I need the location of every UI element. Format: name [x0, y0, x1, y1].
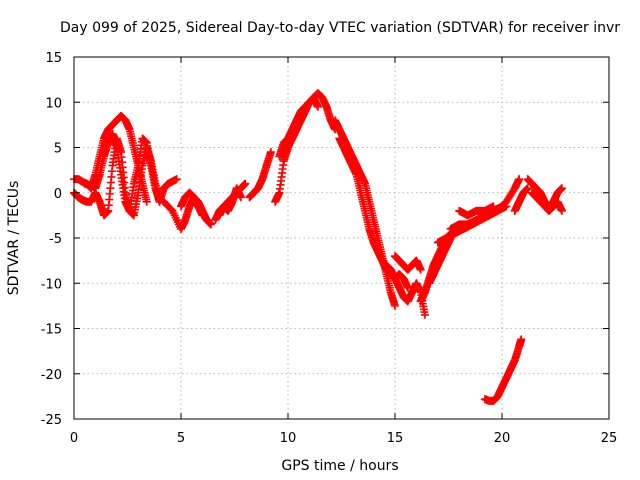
- y-axis-title: SDTVAR / TECUs: [6, 181, 22, 296]
- series-track-14: [391, 252, 425, 274]
- data-point-markers: [391, 252, 425, 274]
- x-tick-label: 25: [601, 431, 618, 446]
- series-track-20: [455, 202, 498, 220]
- series-track-13: [382, 261, 429, 319]
- y-tick-label: -10: [41, 277, 62, 292]
- series-track-10: [275, 93, 322, 161]
- x-tick-label: 5: [177, 431, 185, 446]
- data-point-markers: [455, 202, 498, 220]
- y-tick-label: 5: [54, 142, 62, 157]
- data-point-markers: [80, 129, 181, 215]
- series-track-24: [480, 335, 526, 405]
- series-track-3: [80, 129, 181, 215]
- series-track-19: [446, 202, 506, 233]
- x-tick-label: 20: [494, 431, 511, 446]
- x-tick-label: 0: [70, 431, 78, 446]
- data-point-markers: [177, 188, 207, 220]
- data-point-markers: [245, 148, 275, 202]
- x-tick-label: 10: [280, 431, 297, 446]
- series-track-7: [215, 184, 245, 220]
- y-tick-label: -5: [49, 232, 62, 247]
- series-track-8: [245, 148, 275, 202]
- chart-title: Day 099 of 2025, Sidereal Day-to-day VTE…: [60, 20, 620, 36]
- series-track-21: [510, 184, 532, 215]
- data-point-markers: [480, 335, 526, 405]
- data-point-markers: [510, 184, 532, 215]
- y-tick-label: -25: [41, 413, 62, 428]
- data-point-markers: [275, 93, 322, 161]
- data-point-markers: [446, 202, 506, 233]
- series-track-5: [177, 188, 207, 220]
- y-tick-label: 10: [45, 96, 62, 111]
- data-point-markers: [425, 234, 455, 288]
- y-tick-label: 15: [45, 51, 62, 66]
- y-tick-label: -15: [41, 323, 62, 338]
- series-track-23: [527, 188, 566, 215]
- axis-ticks: 0 5 10 15 20 25 -25 -20 -15 -10 -5 0 5 10 15: [41, 51, 618, 446]
- x-axis-title: GPS time / hours: [281, 458, 398, 474]
- data-point-markers: [527, 188, 566, 215]
- y-tick-label: 0: [54, 187, 62, 202]
- data-point-markers: [382, 261, 429, 319]
- series-track-16: [425, 234, 455, 288]
- y-tick-label: -20: [41, 368, 62, 383]
- x-tick-label: 15: [387, 431, 404, 446]
- data-point-markers: [215, 184, 245, 220]
